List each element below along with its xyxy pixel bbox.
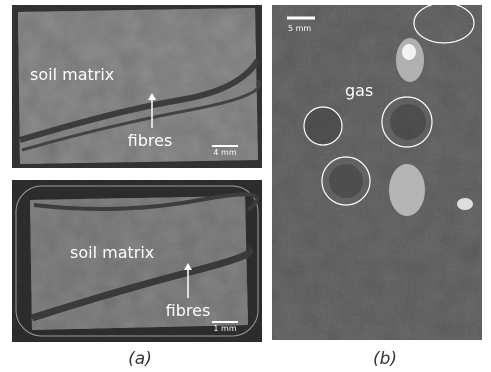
scale-label: 5 mm xyxy=(288,24,311,33)
figure: soil matrix fibres 4 mm soil matrix fibr… xyxy=(0,0,491,372)
fibre-label: fibres xyxy=(128,131,173,150)
panel-a-top: soil matrix fibres 4 mm xyxy=(12,5,262,168)
panel-b: 5 mm gas xyxy=(272,3,482,340)
fibre-label: fibres xyxy=(166,301,211,320)
caption: (b) xyxy=(373,349,397,369)
gas-void xyxy=(329,164,363,198)
page: soil matrix fibres 4 mm soil matrix fibr… xyxy=(0,0,491,372)
caption: (a) xyxy=(128,349,152,369)
panel-a-bottom: soil matrix fibres 1 mm xyxy=(12,180,262,342)
scale-label: 4 mm xyxy=(213,148,236,157)
particle xyxy=(457,198,473,210)
matrix-label: soil matrix xyxy=(70,243,154,262)
gas-label: gas xyxy=(345,81,373,100)
gas-void xyxy=(390,104,426,140)
texture xyxy=(272,5,482,340)
matrix-label: soil matrix xyxy=(30,65,114,84)
scale-label: 1 mm xyxy=(213,324,236,333)
particle xyxy=(389,164,425,216)
particle xyxy=(402,44,416,60)
